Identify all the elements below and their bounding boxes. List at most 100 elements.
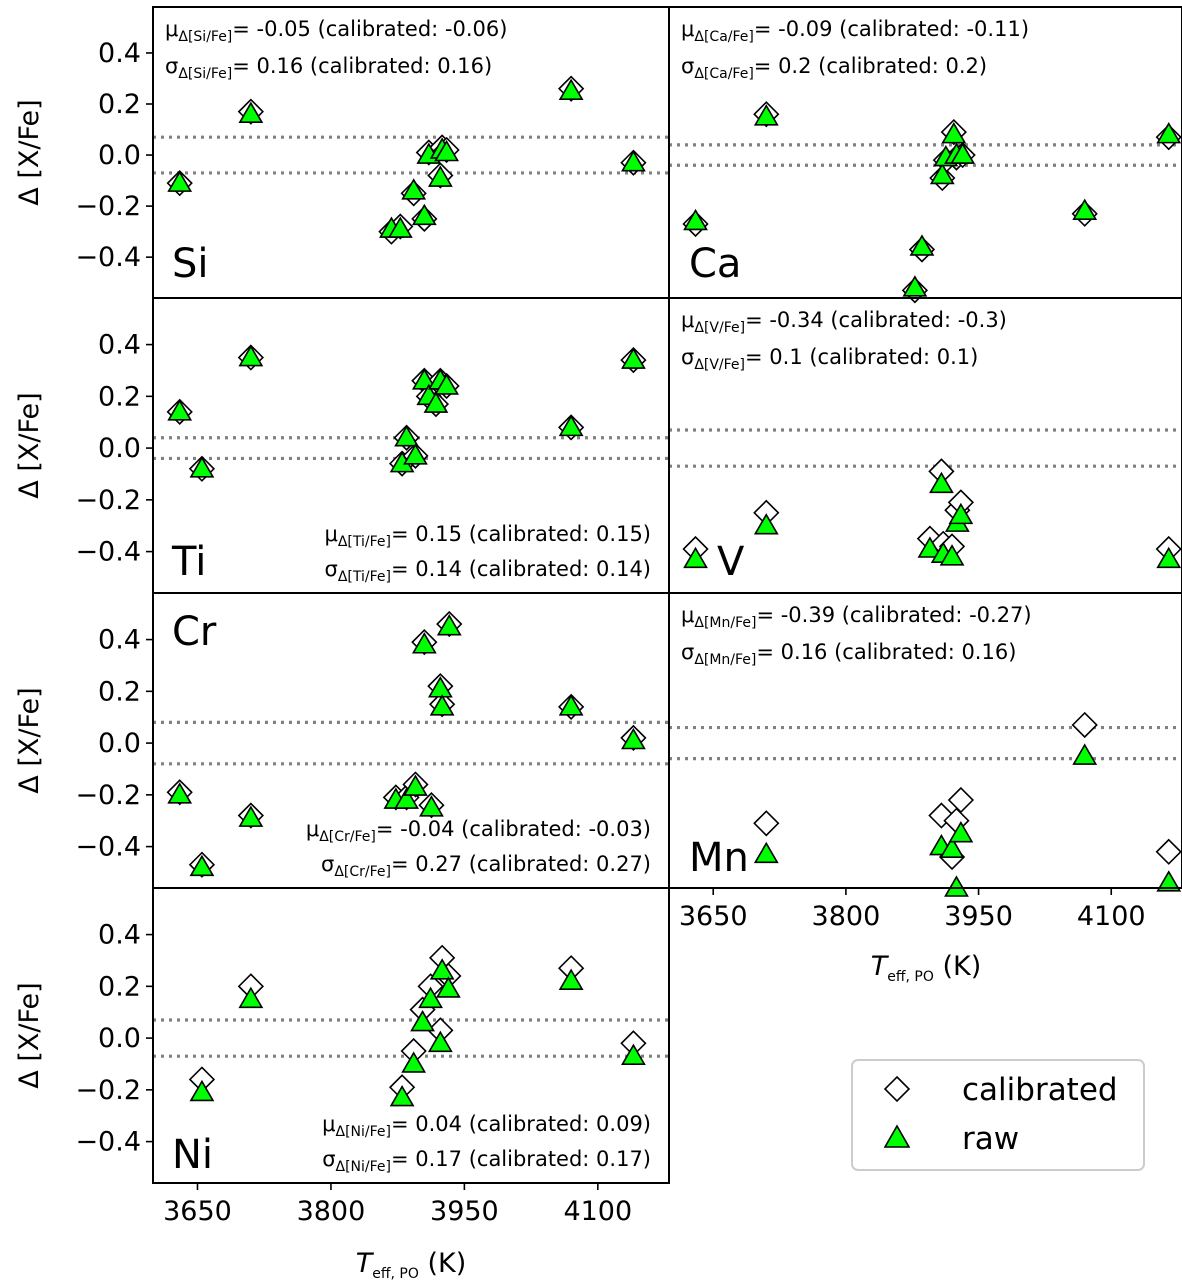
raw-point: [753, 104, 779, 126]
element-label: Ni: [172, 1132, 213, 1178]
legend: calibrated raw: [851, 1059, 1145, 1171]
raw-point: [558, 78, 584, 101]
raw-point: [394, 425, 419, 447]
panel-ti: 0.4 0.2 0.0 −0.2 −0.4 Δ [X/Fe] Ti μΔ[Ti/Fe]= 0.…: [14, 297, 670, 594]
raw-point: [189, 456, 215, 478]
y-tick-label: 0.2: [98, 381, 141, 412]
y-axis-label: Δ [X/Fe]: [14, 392, 45, 498]
calibrated-point: [753, 810, 780, 837]
raw-point: [423, 391, 449, 413]
calibrated-point: [928, 802, 955, 829]
y-tick-label: −0.4: [75, 1127, 141, 1158]
panels-layer: 0.4 0.2 0.0 −0.2 −0.4 Δ [X/Fe] Si μΔ[Si/Fe]= -0…: [14, 6, 1182, 1227]
x-tick-label: 3800: [297, 1196, 366, 1227]
raw-point: [948, 502, 974, 525]
raw-point: [189, 1079, 215, 1102]
panel-frame: [152, 887, 670, 1184]
x-tick-label: 3950: [944, 901, 1013, 932]
raw-point: [434, 139, 459, 162]
raw-point: [401, 178, 427, 200]
raw-point: [403, 774, 428, 796]
raw-point: [1156, 122, 1182, 144]
raw-point: [389, 1085, 415, 1107]
legend-raw-label: raw: [962, 1121, 1019, 1157]
panel-frame: [152, 592, 670, 889]
x-axis-label-left: Teff, PO (K): [356, 1248, 466, 1282]
raw-point: [189, 854, 215, 877]
raw-point: [1072, 743, 1098, 765]
x-axis-label-unit: (K): [934, 951, 981, 982]
element-label: Ti: [171, 539, 206, 585]
raw-point: [929, 471, 954, 494]
raw-point: [167, 782, 193, 804]
raw-point: [167, 170, 193, 192]
raw-point: [939, 544, 965, 566]
raw-point: [1156, 870, 1182, 892]
raw-point: [902, 275, 928, 297]
raw-point: [411, 632, 437, 654]
stat-sigma: σΔ[Ca/Fe]= 0.2 (calibrated: 0.2): [681, 54, 987, 82]
stat-mean: μΔ[Ti/Fe]= 0.15 (calibrated: 0.15): [324, 522, 651, 550]
raw-point: [427, 1030, 453, 1053]
panel-ca: Ca μΔ[Ca/Fe]= -0.09 (calibrated: -0.11) σΔ…: [668, 6, 1182, 304]
panel-si: 0.4 0.2 0.0 −0.2 −0.4 Δ [X/Fe] Si μΔ[Si/Fe]= -0…: [14, 6, 670, 299]
raw-point: [387, 216, 413, 238]
raw-point: [411, 203, 437, 226]
y-tick-label: −0.4: [75, 537, 141, 568]
stat-sigma: σΔ[Ni/Fe]= 0.17 (calibrated: 0.17): [322, 1147, 651, 1175]
stat-sigma: σΔ[Ti/Fe]= 0.14 (calibrated: 0.14): [325, 557, 651, 585]
y-axis-label: Δ [X/Fe]: [14, 99, 45, 205]
legend-box: [851, 1059, 1145, 1171]
raw-point: [683, 208, 708, 231]
y-axis-label: Δ [X/Fe]: [14, 687, 45, 793]
raw-point: [429, 958, 455, 980]
y-tick-label: −0.2: [75, 191, 141, 222]
y-tick-label: −0.2: [75, 485, 141, 516]
raw-point: [944, 875, 969, 897]
calibrated-point: [1155, 838, 1182, 865]
raw-point: [950, 142, 976, 164]
raw-point: [238, 986, 264, 1009]
raw-point: [435, 976, 461, 998]
raw-point: [929, 162, 955, 185]
x-axis-label-sub: eff, PO: [887, 969, 934, 985]
y-tick-label: 0.4: [98, 330, 141, 361]
y-tick-label: −0.4: [75, 832, 141, 863]
x-tick-label: 3650: [679, 901, 748, 932]
raw-point: [418, 986, 443, 1009]
panel-ni: 0.4 0.2 0.0 −0.2 −0.4 Δ [X/Fe] 3650 3800 3950 410…: [14, 887, 670, 1227]
raw-point: [683, 546, 708, 569]
element-label: Mn: [689, 835, 749, 881]
raw-point: [917, 536, 943, 558]
y-tick-label: −0.2: [75, 780, 141, 811]
raw-point: [621, 1043, 646, 1065]
y-tick-label: 0.2: [98, 89, 141, 120]
calibrated-point: [1071, 711, 1098, 739]
raw-point: [419, 795, 444, 817]
raw-point: [167, 399, 193, 421]
legend-calibrated-label: calibrated: [962, 1072, 1118, 1108]
stat-sigma: σΔ[Mn/Fe]= 0.16 (calibrated: 0.16): [681, 640, 1016, 668]
y-tick-label: 0.0: [98, 140, 141, 171]
raw-point: [403, 443, 428, 465]
raw-point: [394, 787, 419, 809]
y-tick-label: −0.2: [75, 1075, 141, 1106]
stat-mean: μΔ[Mn/Fe]= -0.39 (calibrated: -0.27): [681, 603, 1032, 631]
raw-point: [621, 150, 646, 172]
x-axis-label-unit: (K): [419, 1248, 466, 1279]
raw-point: [401, 1051, 427, 1073]
raw-point: [621, 727, 646, 750]
raw-point: [753, 513, 779, 535]
x-axis-label-main: T: [356, 1248, 375, 1279]
x-tick-label: 3650: [163, 1196, 232, 1227]
y-tick-label: 0.4: [98, 625, 141, 656]
raw-point: [1156, 546, 1182, 569]
stat-mean: μΔ[Ca/Fe]= -0.09 (calibrated: -0.11): [681, 17, 1029, 45]
x-tick-label: 4100: [1077, 901, 1146, 932]
raw-point: [939, 836, 965, 858]
stat-mean: μΔ[V/Fe]= -0.34 (calibrated: -0.3): [681, 308, 1007, 336]
y-tick-label: 0.0: [98, 1023, 141, 1054]
y-tick-label: −0.4: [75, 242, 141, 273]
raw-point: [410, 1009, 435, 1032]
